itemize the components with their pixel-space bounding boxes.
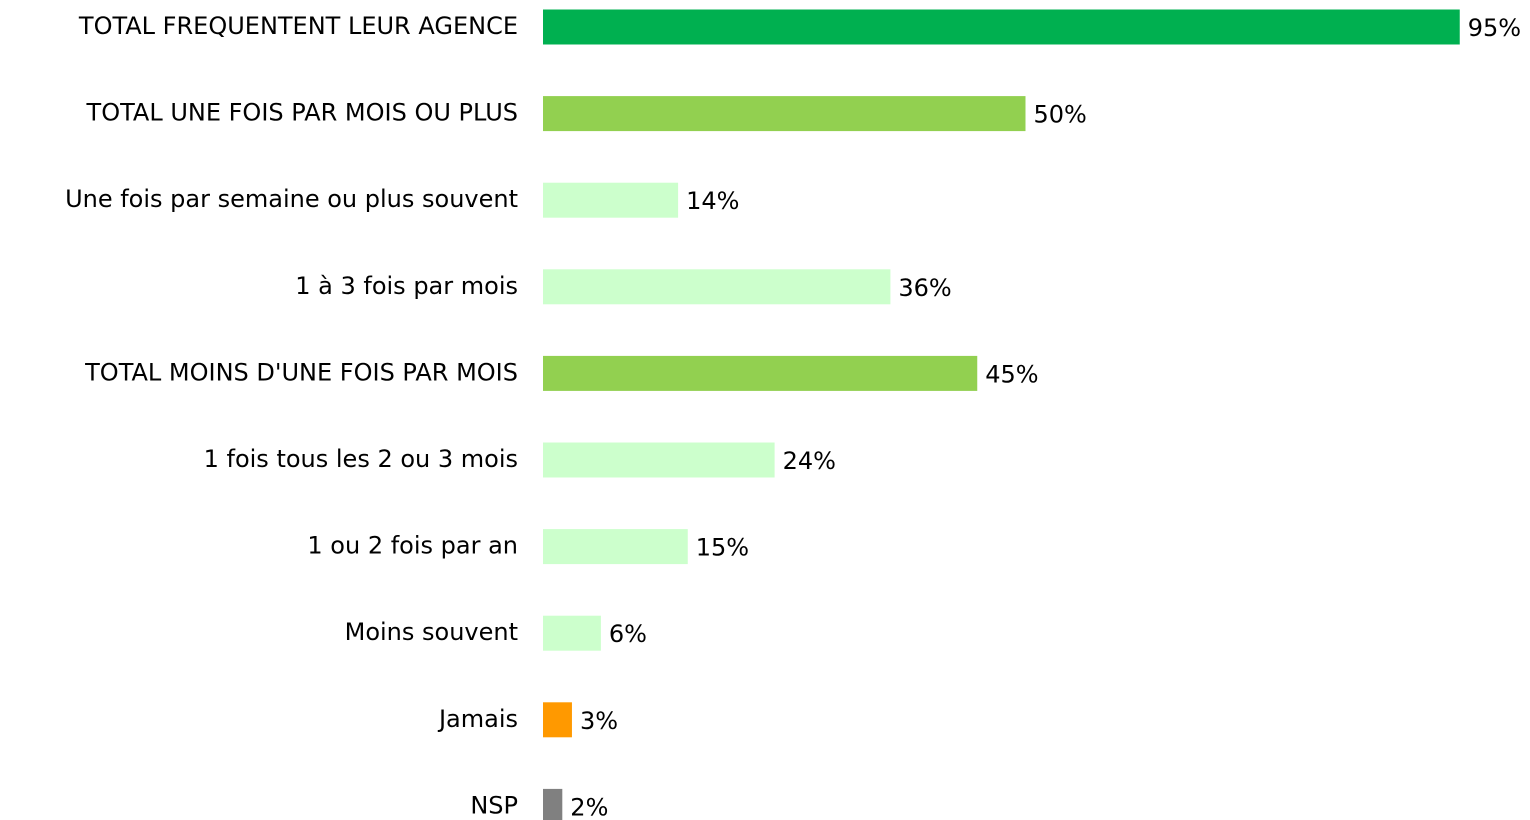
category-label: Jamais [437,705,518,733]
bar [543,615,601,651]
value-label: 24% [783,447,836,475]
category-label: 1 fois tous les 2 ou 3 mois [204,445,518,473]
value-label: 45% [985,360,1038,388]
category-label: 1 à 3 fois par mois [295,272,518,300]
bar [543,182,679,218]
value-label: 3% [580,707,618,735]
bar [543,442,775,478]
bar [543,702,572,738]
value-label: 95% [1468,14,1521,42]
category-label: NSP [470,791,518,819]
category-label: TOTAL UNE FOIS PAR MOIS OU PLUS [86,99,518,127]
value-label: 6% [609,620,647,648]
value-label: 2% [570,793,608,820]
bar [543,9,1460,45]
bar [543,96,1026,132]
bar [543,355,978,391]
bar [543,529,688,565]
category-label: Moins souvent [345,618,518,646]
value-label: 50% [1034,101,1087,129]
value-label: 14% [686,187,739,215]
category-label: Une fois par semaine ou plus souvent [65,185,518,213]
category-label: TOTAL FREQUENTENT LEUR AGENCE [78,12,518,40]
value-label: 36% [898,274,951,302]
category-label: 1 ou 2 fois par an [307,532,518,560]
category-label: TOTAL MOINS D'UNE FOIS PAR MOIS [84,358,518,386]
value-label: 15% [696,534,749,562]
bar [543,269,891,305]
bar [543,788,563,820]
